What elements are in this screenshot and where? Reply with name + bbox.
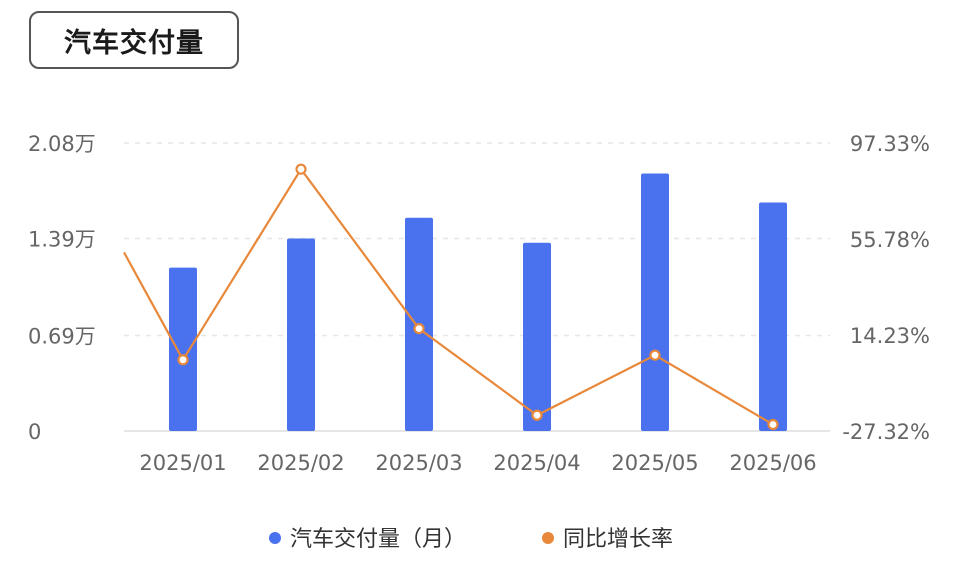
chart-title: 汽车交付量 (64, 27, 204, 59)
x-tick-label: 2025/01 (139, 451, 226, 475)
bar (287, 238, 315, 431)
legend-label-bar: 汽车交付量（月） (290, 527, 466, 552)
chart-title-box: 汽车交付量 (29, 11, 239, 69)
line-point (177, 354, 189, 366)
left-tick-label: 2.08万 (28, 132, 96, 156)
line-point (295, 163, 307, 175)
x-tick-label: 2025/04 (493, 451, 580, 475)
line-point (531, 409, 543, 421)
right-y-axis: -27.32% 14.23% 55.78% 97.33% (842, 132, 930, 444)
line-series (123, 163, 779, 431)
right-tick-label: 55.78% (850, 228, 930, 252)
legend-marker-line (542, 532, 554, 544)
growth-rate-line (123, 168, 774, 426)
line-point (767, 418, 779, 431)
bar (523, 242, 551, 431)
bar-series (169, 173, 787, 431)
bar (641, 173, 669, 431)
grid-lines (124, 142, 830, 432)
legend-marker-bar (269, 532, 281, 544)
left-tick-label: 0 (28, 420, 41, 444)
legend: 汽车交付量（月） 同比增长率 (269, 527, 673, 552)
left-tick-label: 0.69万 (28, 324, 96, 348)
right-tick-label: -27.32% (842, 420, 930, 444)
legend-label-line: 同比增长率 (563, 527, 673, 552)
x-axis: 2025/01 2025/02 2025/03 2025/04 2025/05 2025/… (139, 451, 816, 475)
left-y-axis: 0 0.69万 1.39万 2.08万 (28, 132, 96, 444)
x-tick-label: 2025/05 (611, 451, 698, 475)
line-point (649, 349, 661, 361)
right-tick-label: 14.23% (850, 324, 930, 348)
line-point (413, 323, 425, 335)
right-tick-label: 97.33% (850, 132, 930, 156)
bar (759, 202, 787, 431)
x-tick-label: 2025/02 (257, 451, 344, 475)
x-tick-label: 2025/06 (729, 451, 816, 475)
x-tick-label: 2025/03 (375, 451, 462, 475)
left-tick-label: 1.39万 (28, 228, 96, 252)
bar (169, 267, 197, 431)
